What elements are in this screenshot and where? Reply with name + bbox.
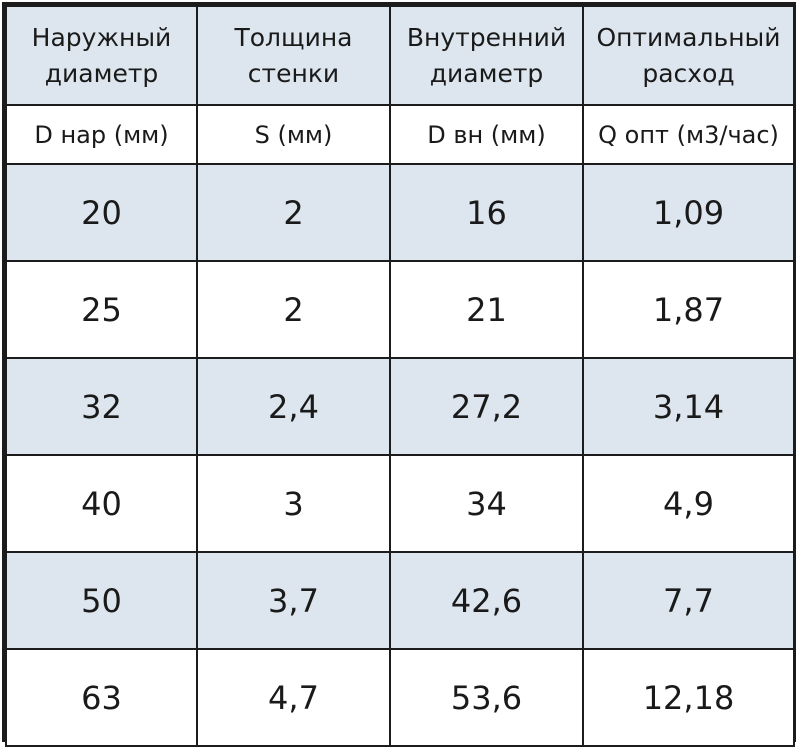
cell-inner-diameter: 16	[389, 163, 584, 262]
header-wall-thickness: Толщина стенки	[196, 5, 391, 106]
table-row: 25 2 21 1,87	[5, 260, 795, 359]
table-row: 63 4,7 53,6 12,18	[5, 648, 795, 747]
cell-outer-diameter: 63	[5, 648, 198, 747]
cell-outer-diameter: 50	[5, 551, 198, 650]
header-unit-row: D нар (мм) S (мм) D вн (мм) Q опт (м3/ча…	[5, 104, 795, 165]
pipe-parameters-table: Наружный диаметр Толщина стенки Внутренн…	[5, 5, 795, 747]
table-row: 40 3 34 4,9	[5, 454, 795, 553]
header-title-line1: Наружный	[31, 22, 172, 52]
header-title-line2: диаметр	[429, 58, 544, 88]
header-title-line2: диаметр	[44, 58, 159, 88]
unit-inner-diameter: D вн (мм)	[389, 104, 584, 165]
cell-optimal-flow: 7,7	[582, 551, 795, 650]
cell-wall-thickness: 4,7	[196, 648, 391, 747]
cell-inner-diameter: 21	[389, 260, 584, 359]
header-outer-diameter: Наружный диаметр	[5, 5, 198, 106]
header-title-line1: Внутренний	[406, 22, 567, 52]
cell-optimal-flow: 1,09	[582, 163, 795, 262]
header-title-line2: расход	[642, 58, 735, 88]
cell-wall-thickness: 3,7	[196, 551, 391, 650]
header-title-line1: Оптимальный	[596, 22, 781, 52]
cell-optimal-flow: 12,18	[582, 648, 795, 747]
cell-outer-diameter: 32	[5, 357, 198, 456]
cell-outer-diameter: 25	[5, 260, 198, 359]
table-row: 32 2,4 27,2 3,14	[5, 357, 795, 456]
cell-optimal-flow: 1,87	[582, 260, 795, 359]
cell-wall-thickness: 2	[196, 260, 391, 359]
header-title-line1: Толщина	[234, 22, 353, 52]
header-optimal-flow: Оптимальный расход	[582, 5, 795, 106]
cell-inner-diameter: 34	[389, 454, 584, 553]
cell-wall-thickness: 3	[196, 454, 391, 553]
unit-optimal-flow: Q опт (м3/час)	[582, 104, 795, 165]
header-title-line2: стенки	[247, 58, 340, 88]
cell-outer-diameter: 20	[5, 163, 198, 262]
cell-optimal-flow: 3,14	[582, 357, 795, 456]
cell-optimal-flow: 4,9	[582, 454, 795, 553]
table-row: 50 3,7 42,6 7,7	[5, 551, 795, 650]
unit-outer-diameter: D нар (мм)	[5, 104, 198, 165]
cell-outer-diameter: 40	[5, 454, 198, 553]
header-inner-diameter: Внутренний диаметр	[389, 5, 584, 106]
cell-inner-diameter: 42,6	[389, 551, 584, 650]
table-row: 20 2 16 1,09	[5, 163, 795, 262]
cell-inner-diameter: 53,6	[389, 648, 584, 747]
header-title-row: Наружный диаметр Толщина стенки Внутренн…	[5, 5, 795, 106]
cell-wall-thickness: 2,4	[196, 357, 391, 456]
cell-wall-thickness: 2	[196, 163, 391, 262]
cell-inner-diameter: 27,2	[389, 357, 584, 456]
unit-wall-thickness: S (мм)	[196, 104, 391, 165]
